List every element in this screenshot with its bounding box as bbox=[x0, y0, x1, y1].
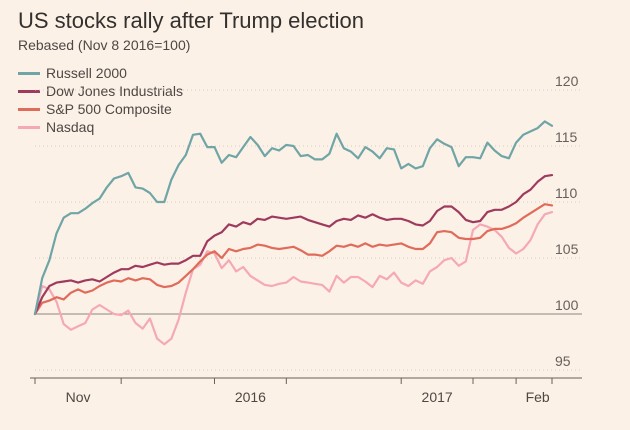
y-tick-label-110: 110 bbox=[555, 185, 578, 201]
x-tick-label-2017: 2017 bbox=[422, 389, 453, 405]
series-line-russell-2000 bbox=[33, 120, 554, 316]
y-tick-label-95: 95 bbox=[555, 353, 571, 369]
legend-swatch-nasdaq bbox=[18, 125, 40, 129]
series-lines bbox=[33, 120, 554, 346]
legend-swatch-sp-500 bbox=[18, 107, 40, 111]
legend-label-russell-2000: Russell 2000 bbox=[46, 65, 127, 81]
legend-item-nasdaq: Nasdaq bbox=[18, 118, 183, 136]
chart-title: US stocks rally after Trump election bbox=[18, 8, 365, 33]
y-tick-label-100: 100 bbox=[555, 297, 579, 313]
series-line-nasdaq bbox=[33, 211, 554, 346]
legend-label-nasdaq: Nasdaq bbox=[46, 119, 95, 135]
legend-swatch-russell-2000 bbox=[18, 71, 40, 75]
legend-item-dow-jones: Dow Jones Industrials bbox=[18, 82, 183, 100]
legend-label-sp-500: S&P 500 Composite bbox=[46, 101, 172, 117]
legend: Russell 2000 Dow Jones Industrials S&P 5… bbox=[18, 64, 183, 136]
y-tick-label-120: 120 bbox=[555, 73, 579, 89]
x-axis: Nov 2016 2017 Feb bbox=[30, 377, 582, 405]
chart-subtitle: Rebased (Nov 8 2016=100) bbox=[18, 37, 191, 53]
series-line-s-p-500-composite bbox=[33, 203, 554, 316]
legend-label-dow-jones: Dow Jones Industrials bbox=[46, 83, 183, 99]
y-tick-label-105: 105 bbox=[555, 241, 579, 257]
y-axis-ticks: 95 100 105 110 115 120 bbox=[555, 73, 579, 369]
x-tick-label-nov: Nov bbox=[66, 389, 91, 405]
legend-swatch-dow-jones bbox=[18, 89, 40, 93]
x-tick-label-feb: Feb bbox=[526, 389, 550, 405]
series-line-dow-jones-industrials bbox=[33, 174, 554, 316]
y-tick-label-115: 115 bbox=[555, 129, 578, 145]
legend-item-russell-2000: Russell 2000 bbox=[18, 64, 183, 82]
legend-item-sp-500: S&P 500 Composite bbox=[18, 100, 183, 118]
gridlines bbox=[35, 89, 582, 371]
x-tick-label-2016: 2016 bbox=[235, 389, 266, 405]
